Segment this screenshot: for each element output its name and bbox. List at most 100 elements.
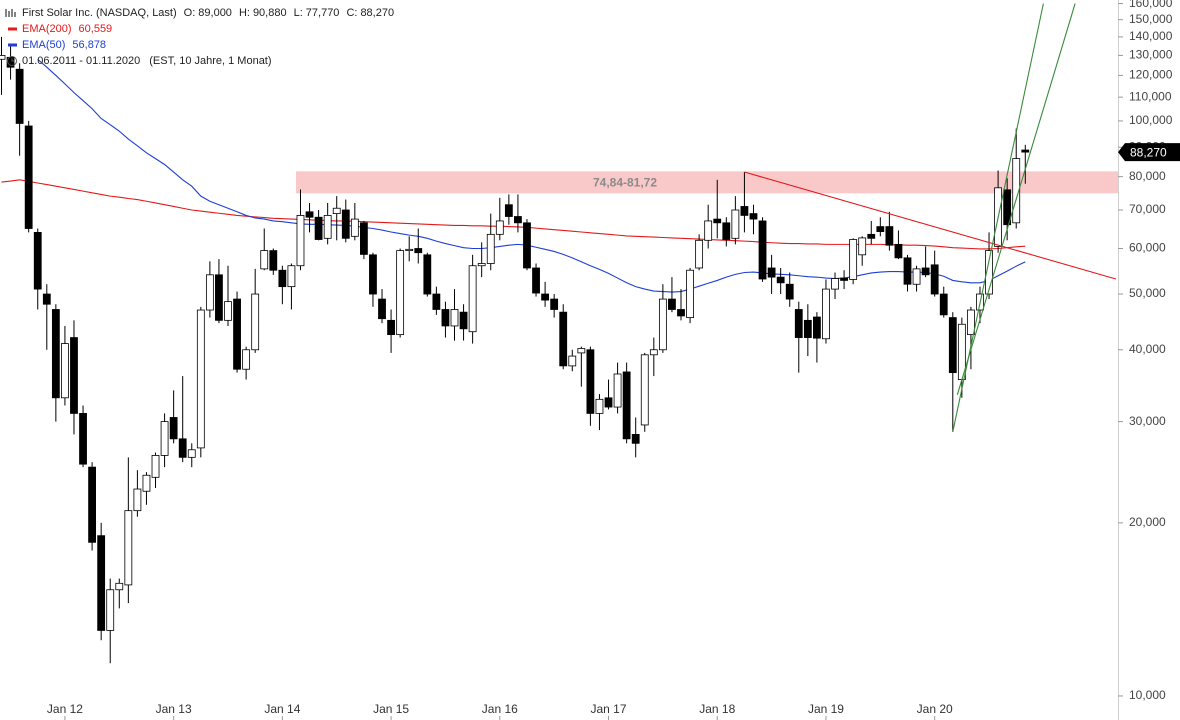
y-tick-label: 30,000	[1129, 414, 1166, 428]
candle-body	[514, 216, 522, 224]
y-tick-label: 20,000	[1129, 515, 1166, 529]
candle-body	[767, 267, 776, 278]
y-tick-label: 130,000	[1129, 48, 1173, 62]
candle-body	[224, 301, 232, 321]
candle-body	[1021, 149, 1030, 153]
instrument-icon	[5, 9, 16, 17]
candle-body	[649, 349, 658, 356]
x-tick-label: Jan 15	[373, 702, 409, 716]
candle-body	[985, 250, 993, 295]
y-tick-label: 70,000	[1129, 202, 1166, 216]
candle-body	[640, 354, 649, 426]
candle-body	[631, 434, 640, 444]
candle-body	[296, 215, 305, 267]
header: First Solar Inc. (NASDAQ, Last) O: 89,000 H…	[5, 7, 394, 67]
candle-body	[921, 267, 930, 276]
candle-body	[577, 348, 586, 354]
header-text: 90,880	[253, 7, 287, 19]
x-tick-label: Jan 17	[591, 702, 627, 716]
candle-body	[731, 209, 740, 239]
y-tick-label: 140,000	[1129, 29, 1173, 43]
candle-body	[450, 309, 459, 327]
candle-body	[622, 371, 631, 440]
candle-body	[24, 125, 33, 229]
candle-body	[42, 293, 51, 305]
candle-body	[813, 316, 821, 339]
header-text: 88,270	[360, 7, 394, 19]
candle-body	[740, 206, 749, 216]
candle-body	[369, 254, 377, 295]
candle-body	[704, 220, 713, 241]
header-text: EMA(200)	[22, 23, 72, 35]
candle-body	[894, 243, 903, 259]
candle-body	[939, 293, 948, 316]
candle-body	[405, 248, 414, 251]
candle-body	[876, 226, 885, 233]
candle-body	[595, 398, 604, 414]
candle-body	[387, 319, 395, 336]
header-text: 01.06.2011 - 01.11.2020	[22, 55, 140, 67]
candle-body	[803, 319, 812, 338]
x-tick-label: Jan 19	[808, 702, 844, 716]
candle-body	[568, 355, 577, 367]
band-label: 74,84-81,72	[593, 176, 657, 190]
y-tick-label: 120,000	[1129, 68, 1173, 82]
y-tick-label: 60,000	[1129, 241, 1166, 255]
y-axis: 10,000 20,000 30,000 40,000 50,000 60,000 70,0…	[47, 0, 1180, 720]
y-tick-label: 160,000	[1129, 0, 1173, 10]
candle-body	[133, 488, 142, 512]
candle-body	[423, 254, 432, 295]
header-text: O:	[184, 7, 196, 19]
candle-body	[550, 298, 559, 310]
candle-body	[885, 226, 894, 246]
candle-body	[948, 317, 957, 374]
candle-body	[178, 438, 187, 458]
x-tick-label: Jan 13	[156, 702, 192, 716]
candle-body	[70, 337, 78, 414]
x-tick-label: Jan 20	[917, 702, 953, 716]
candle-body	[305, 211, 314, 218]
candle-body	[840, 277, 848, 281]
candle-body	[332, 207, 341, 215]
candle-body	[785, 283, 794, 300]
y-tick-label: 10,000	[1129, 688, 1166, 702]
candle-body	[359, 222, 368, 255]
candle-body	[822, 288, 830, 340]
candle-body	[831, 278, 839, 290]
candle-body	[930, 264, 939, 295]
candle-body	[378, 298, 386, 320]
candle-body	[287, 265, 296, 288]
candle-body	[794, 309, 803, 338]
candle-body	[613, 373, 622, 408]
candle-body	[251, 293, 260, 351]
candle-body	[459, 311, 468, 330]
y-tick-label: 40,000	[1129, 342, 1166, 356]
candle-body	[849, 239, 858, 280]
header-text: L:	[294, 7, 303, 19]
candle-body	[713, 218, 722, 224]
header-text: EMA(50)	[22, 39, 65, 51]
header-text: 77,770	[306, 7, 340, 19]
x-tick-label: Jan 18	[699, 702, 735, 716]
candle-body	[242, 349, 251, 370]
candle-body	[1012, 158, 1021, 224]
candle-body	[79, 413, 87, 465]
candle-body	[205, 274, 214, 311]
candle-body	[477, 263, 486, 267]
candle-body	[115, 582, 124, 591]
candle-body	[0, 55, 6, 60]
header-text: 60,559	[79, 23, 113, 35]
candle-body	[604, 397, 613, 408]
candle-body	[903, 257, 912, 285]
candle-body	[758, 220, 767, 280]
candle-body	[106, 589, 115, 631]
resistance-band	[295, 171, 1118, 194]
candle-body	[967, 309, 975, 336]
candle-body	[677, 309, 685, 317]
last-price-marker	[1118, 143, 1180, 162]
candle-body	[722, 222, 731, 240]
candle-body	[33, 231, 42, 290]
candle-body	[350, 218, 359, 237]
candle-body	[260, 250, 269, 270]
candle-body	[668, 298, 676, 310]
